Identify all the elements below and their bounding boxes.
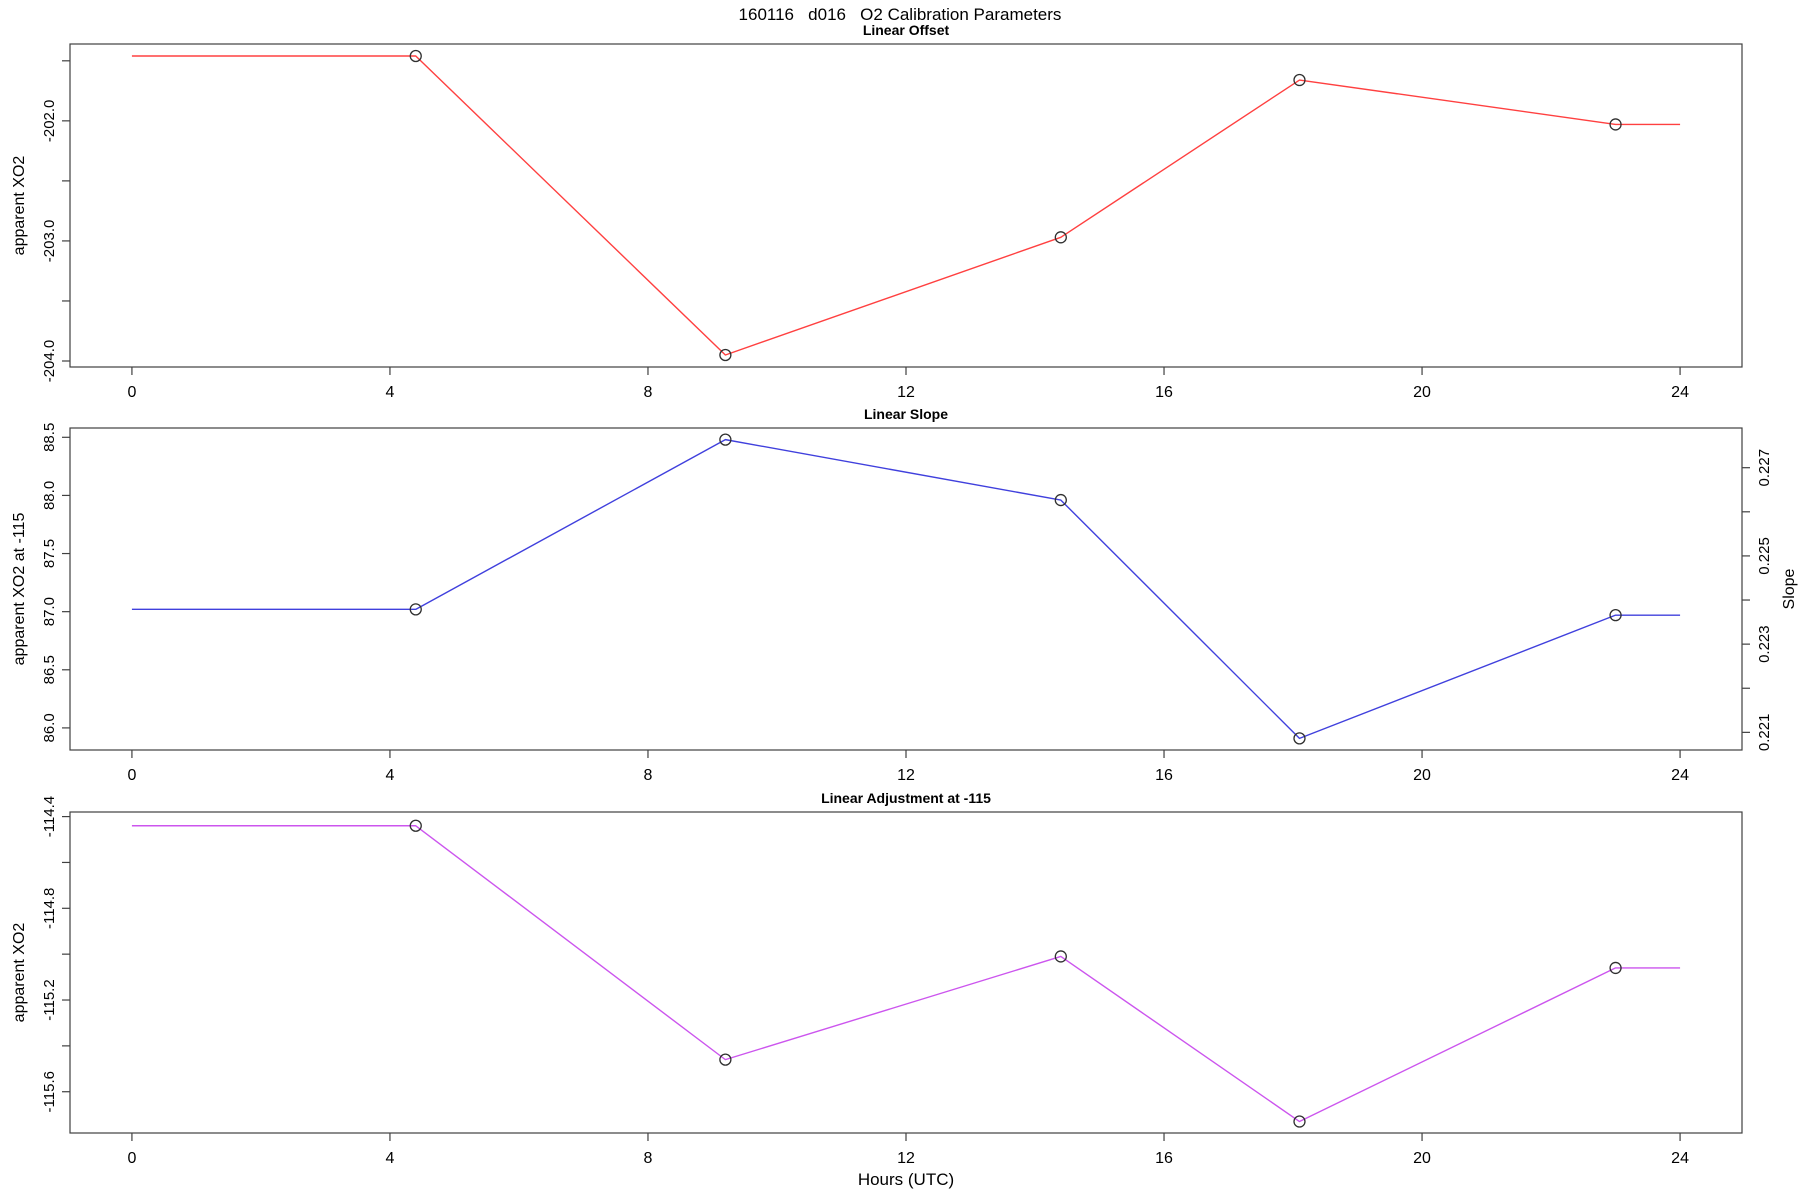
y-tick-label: -115.2 — [41, 979, 58, 1020]
x-tick-label: 20 — [1413, 384, 1431, 401]
y-axis-label: apparent XO2 — [11, 923, 28, 1023]
data-point-marker — [1054, 231, 1067, 244]
y-tick-label: -115.6 — [41, 1071, 58, 1112]
data-point-marker — [1054, 493, 1067, 507]
right-y-tick-label: 0.223 — [1756, 625, 1773, 663]
panel-title: Linear Adjustment at -115 — [821, 790, 991, 806]
right-y-tick-label: 0.227 — [1756, 449, 1773, 487]
data-point-marker — [1293, 1115, 1306, 1128]
y-tick-label: 87.0 — [41, 597, 58, 626]
y-tick-label: 86.5 — [41, 655, 58, 684]
x-axis-label: Hours (UTC) — [857, 1170, 955, 1189]
data-point-marker — [1293, 73, 1306, 87]
x-tick-label: 12 — [897, 384, 915, 401]
x-tick-label: 8 — [644, 384, 653, 401]
series-line-linear-offset — [131, 55, 1681, 356]
data-point-marker — [409, 603, 422, 616]
x-tick-label: 12 — [897, 767, 915, 784]
data-point-marker — [719, 348, 732, 362]
x-tick-label: 0 — [127, 1150, 136, 1167]
y-tick-label: 88.5 — [41, 423, 58, 452]
x-tick-label: 16 — [1155, 767, 1173, 784]
y-tick-label: 87.5 — [41, 539, 58, 568]
data-point-marker — [1293, 732, 1306, 745]
panel-linear-offset: Linear Offset 0 4 8 12 16 20 24 -204.0 -203.0 -202… — [11, 22, 1743, 401]
data-point-marker — [1609, 961, 1622, 975]
data-point-marker — [719, 433, 732, 446]
x-tick-label: 16 — [1155, 384, 1173, 401]
figure-title: 160116 d016 O2 Calibration Parameters — [738, 5, 1062, 24]
series-line-linear-adjustment-at-115 — [131, 825, 1681, 1123]
x-tick-label: 16 — [1155, 1150, 1173, 1167]
right-y-tick-label: 0.221 — [1756, 714, 1773, 752]
data-point-marker — [409, 49, 422, 63]
y-tick-label: -203.0 — [41, 220, 58, 263]
y-axis-label: apparent XO2 at -115 — [11, 513, 28, 666]
data-point-marker — [409, 819, 422, 832]
x-tick-label: 24 — [1671, 384, 1689, 401]
data-point-marker — [719, 1053, 732, 1066]
series-line-linear-slope — [131, 438, 1681, 740]
plot-frame — [69, 811, 1743, 1134]
x-tick-label: 24 — [1671, 1150, 1689, 1167]
x-tick-label: 24 — [1671, 767, 1689, 784]
y-tick-label: -114.4 — [41, 796, 58, 837]
y-axis-label: apparent XO2 — [11, 156, 28, 256]
x-tick-label: 4 — [385, 767, 394, 784]
x-tick-label: 4 — [385, 1150, 394, 1167]
y-tick-label: -202.0 — [41, 100, 58, 143]
plot-frame — [69, 427, 1743, 751]
plot-frame — [69, 43, 1743, 368]
panel-title: Linear Slope — [864, 406, 948, 422]
data-point-marker — [1609, 609, 1622, 622]
data-point-marker — [1609, 118, 1622, 131]
x-tick-label: 8 — [644, 1150, 653, 1167]
right-y-tick-label: 0.225 — [1756, 537, 1773, 575]
x-tick-label: 20 — [1413, 1150, 1431, 1167]
right-axis-label: Slope — [1781, 568, 1798, 609]
x-tick-label: 0 — [127, 767, 136, 784]
panel-linear-adjustment-at-115: Linear Adjustment at -115 0 4 8 12 16 20 24 -115… — [11, 790, 1743, 1167]
x-tick-label: 0 — [127, 384, 136, 401]
y-tick-label: 88.0 — [41, 481, 58, 510]
x-tick-label: 8 — [644, 767, 653, 784]
y-tick-label: -204.0 — [41, 340, 58, 383]
x-tick-label: 12 — [897, 1150, 915, 1167]
panel-title: Linear Offset — [863, 22, 950, 38]
panel-linear-slope: Linear Slope 0 4 8 12 16 20 24 86.0 86.5 87.0 87.5 8… — [11, 406, 1798, 784]
y-tick-label: 86.0 — [41, 713, 58, 742]
y-tick-label: -114.8 — [41, 888, 58, 929]
data-point-marker — [1054, 950, 1067, 963]
x-tick-label: 4 — [385, 384, 394, 401]
x-tick-label: 20 — [1413, 767, 1431, 784]
